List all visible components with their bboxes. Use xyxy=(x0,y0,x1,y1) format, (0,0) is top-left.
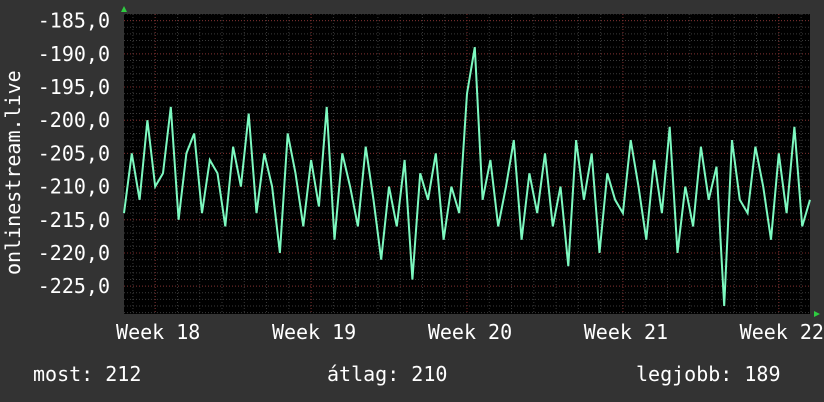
series-line xyxy=(123,47,811,307)
average-stat: átlag: 210 xyxy=(327,362,447,386)
x-tick-label: Week 20 xyxy=(428,320,512,344)
x-axis-arrow xyxy=(814,311,820,317)
y-axis-label: onlinestream.live xyxy=(1,70,25,275)
best-stat: legjobb: 189 xyxy=(636,362,781,386)
y-tick-label: -205,0 xyxy=(38,141,110,165)
x-tick-label: Week 19 xyxy=(272,320,356,344)
y-tick-label: -210,0 xyxy=(38,175,110,199)
y-tick-label: -215,0 xyxy=(38,208,110,232)
y-tick-label: -200,0 xyxy=(38,108,110,132)
y-tick-label: -220,0 xyxy=(38,241,110,265)
y-axis-arrow xyxy=(121,6,127,12)
current-value: 212 xyxy=(105,362,142,386)
current-label: most: xyxy=(33,362,94,386)
x-tick-label: Week 18 xyxy=(116,320,200,344)
current-stat: most: 212 xyxy=(33,362,141,386)
y-tick-label: -225,0 xyxy=(38,274,110,298)
x-tick-label: Week 22 xyxy=(740,320,824,344)
average-label: átlag: xyxy=(327,362,400,386)
x-tick-label: Week 21 xyxy=(584,320,668,344)
y-tick-label: -185,0 xyxy=(38,9,110,33)
average-value: 210 xyxy=(411,362,448,386)
y-tick-label: -195,0 xyxy=(38,75,110,99)
best-label: legjobb: xyxy=(636,362,733,386)
best-value: 189 xyxy=(744,362,781,386)
y-tick-label: -190,0 xyxy=(38,42,110,66)
y-axis-ticks: -185,0 -190,0 -195,0 -200,0 -205,0 -210,0 -215… xyxy=(38,9,810,298)
x-axis-ticks: Week 18 Week 19 Week 20 Week 21 Week 22 xyxy=(116,14,824,344)
